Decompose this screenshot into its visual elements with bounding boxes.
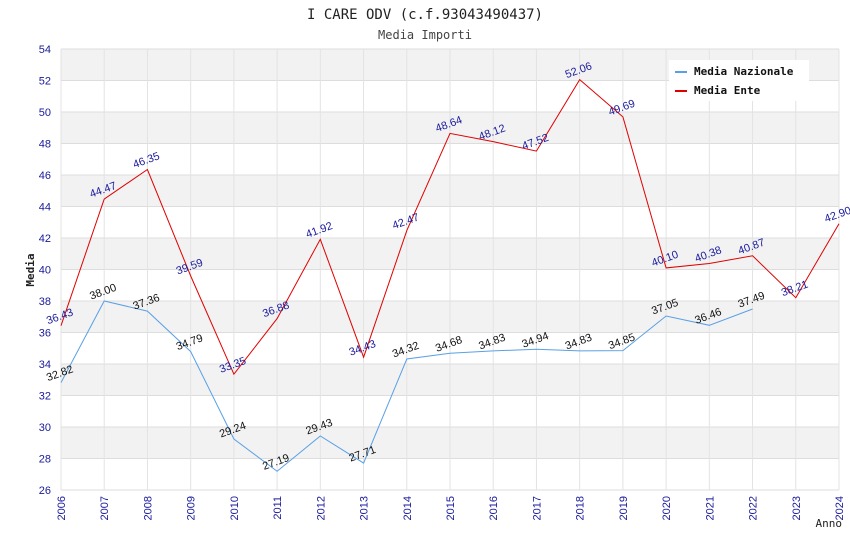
x-tick-label: 2011	[272, 496, 284, 520]
legend-label-media-nazionale: Media Nazionale	[694, 65, 794, 78]
x-tick-label: 2007	[99, 496, 111, 520]
x-tick-label: 2015	[445, 496, 457, 520]
y-tick-label: 54	[39, 44, 51, 56]
x-tick-label: 2023	[791, 496, 803, 520]
x-tick-label: 2021	[704, 496, 716, 520]
y-axis-label: Media	[24, 253, 37, 286]
x-tick-label: 2008	[142, 496, 154, 520]
y-tick-label: 36	[39, 328, 51, 340]
y-tick-label: 34	[39, 359, 51, 371]
x-tick-label: 2018	[575, 496, 587, 520]
chart-title: I CARE ODV (c.f.93043490437)	[307, 7, 543, 23]
x-axis-label: Anno	[816, 517, 843, 530]
x-tick-label: 2006	[56, 496, 68, 520]
x-tick-label: 2017	[531, 496, 543, 520]
x-tick-label: 2014	[402, 496, 414, 520]
x-axis-ticks: 2006 2007 2008 2009 2010 2011 2012 2013 2014 2015…	[56, 496, 846, 520]
y-tick-label: 46	[39, 170, 51, 182]
x-tick-label: 2013	[359, 496, 371, 520]
y-tick-label: 26	[39, 485, 51, 497]
series-line-media-nazionale	[60, 300, 753, 472]
y-tick-label: 30	[39, 422, 51, 434]
y-tick-label: 52	[39, 76, 51, 88]
x-tick-label: 2024	[834, 496, 846, 520]
x-tick-label: 2016	[488, 496, 500, 520]
x-tick-label: 2009	[186, 496, 198, 520]
chart-subtitle: Media Importi	[378, 28, 472, 42]
legend-label-media-ente: Media Ente	[694, 84, 761, 97]
series-lines	[60, 78, 840, 472]
legend-box	[669, 60, 809, 101]
y-tick-label: 48	[39, 139, 51, 151]
x-tick-label: 2020	[661, 496, 673, 520]
y-tick-label: 32	[39, 391, 51, 403]
legend: Media Nazionale Media Ente	[669, 60, 809, 101]
x-tick-label: 2010	[229, 496, 241, 520]
y-tick-label: 44	[39, 202, 51, 214]
y-tick-label: 28	[39, 454, 51, 466]
series-line-media-ente	[60, 78, 840, 376]
gridlines	[60, 48, 840, 491]
y-axis-ticks: 26 28 30 32 34 36 38 40 42 44 46 48 50 52 54	[39, 44, 51, 497]
y-tick-label: 50	[39, 107, 51, 119]
x-tick-label: 2022	[748, 496, 760, 520]
x-tick-label: 2012	[315, 496, 327, 520]
y-tick-label: 42	[39, 233, 51, 245]
x-tick-label: 2019	[618, 496, 630, 520]
y-tick-label: 38	[39, 296, 51, 308]
y-tick-label: 40	[39, 265, 51, 277]
